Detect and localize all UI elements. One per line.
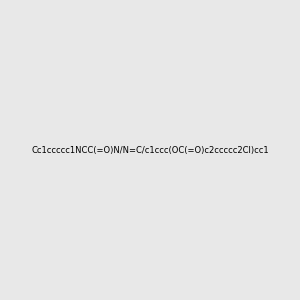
Text: Cc1ccccc1NCC(=O)N/N=C/c1ccc(OC(=O)c2ccccc2Cl)cc1: Cc1ccccc1NCC(=O)N/N=C/c1ccc(OC(=O)c2cccc… [31, 146, 269, 154]
